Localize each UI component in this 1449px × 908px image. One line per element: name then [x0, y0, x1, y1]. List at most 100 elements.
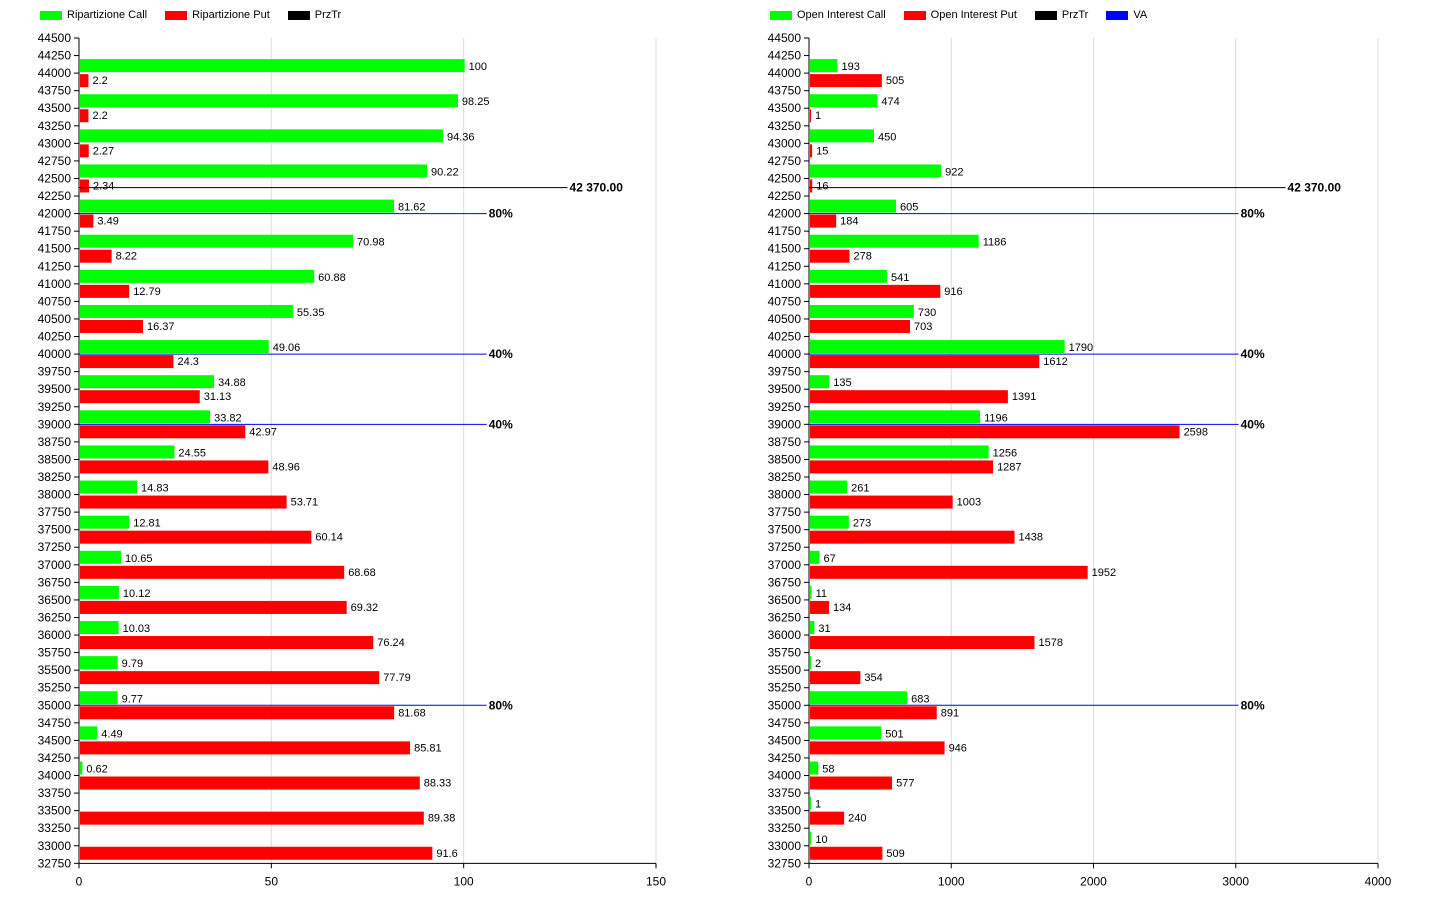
call-bar — [810, 550, 820, 564]
put-bar-label: 8.22 — [116, 251, 137, 263]
reference-line-label: 42 370.00 — [570, 181, 624, 195]
call-bar-label: 58 — [822, 764, 834, 776]
y-tick-label: 32750 — [38, 856, 72, 870]
legend-swatch-prztr — [287, 10, 310, 20]
put-bar — [80, 425, 246, 439]
put-bar — [810, 495, 953, 509]
put-bar — [80, 495, 287, 509]
y-tick-label: 34750 — [768, 716, 802, 730]
x-tick-label: 0 — [76, 874, 83, 888]
put-bar — [810, 706, 937, 720]
legend-item-prztr[interactable]: PrzTr — [1034, 9, 1088, 21]
call-bar-label: 11 — [816, 588, 827, 600]
put-bar-label: 1003 — [957, 497, 981, 509]
legend-item-ripartizione-call[interactable]: Ripartizione Call — [40, 9, 147, 21]
put-bar-label: 703 — [914, 321, 932, 333]
call-bar — [80, 691, 118, 705]
call-bar — [810, 59, 838, 73]
y-tick-label: 44250 — [768, 49, 802, 63]
left-chart-panel: Ripartizione Call Ripartizione Put PrzTr… — [0, 0, 700, 908]
call-bar — [80, 234, 354, 248]
y-tick-label: 34500 — [38, 733, 72, 747]
put-bar-label: 354 — [864, 672, 882, 684]
y-tick-label: 38750 — [38, 435, 72, 449]
reference-line-label: 40% — [489, 347, 513, 361]
legend-swatch-prztr — [1034, 10, 1057, 20]
call-bar-label: 81.62 — [398, 202, 426, 214]
put-bar-label: 31.13 — [204, 391, 232, 403]
y-tick-label: 43500 — [768, 101, 802, 115]
reference-line-label: 80% — [489, 698, 513, 712]
y-tick-label: 40750 — [768, 294, 802, 308]
put-bar-label: 88.33 — [424, 778, 452, 790]
call-bar-label: 70.98 — [357, 237, 385, 249]
put-bar — [810, 109, 811, 123]
y-tick-label: 40500 — [768, 312, 802, 326]
call-bar-label: 12.81 — [133, 518, 161, 530]
y-tick-label: 33500 — [38, 804, 72, 818]
legend-item-open-interest-put[interactable]: Open Interest Put — [903, 9, 1017, 21]
y-tick-label: 39000 — [38, 417, 72, 431]
put-bar — [810, 390, 1008, 404]
call-bar — [80, 621, 119, 635]
call-bar — [80, 129, 443, 143]
call-bar — [810, 234, 979, 248]
y-tick-label: 35750 — [38, 646, 72, 660]
put-bar-label: 85.81 — [414, 742, 442, 754]
call-bar-label: 2 — [815, 658, 821, 670]
legend-label: Ripartizione Put — [192, 9, 270, 21]
x-tick-label: 4000 — [1365, 874, 1392, 888]
y-tick-label: 42000 — [768, 207, 802, 221]
y-tick-label: 34250 — [38, 751, 72, 765]
call-bar-label: 474 — [881, 96, 899, 108]
reference-line-label: 80% — [1241, 698, 1265, 712]
call-bar-label: 1 — [815, 799, 821, 811]
put-bar-label: 42.97 — [249, 426, 277, 438]
legend-label: Open Interest Call — [797, 9, 886, 21]
call-bar — [80, 269, 315, 283]
y-tick-label: 36250 — [38, 610, 72, 624]
legend-label: PrzTr — [314, 9, 342, 21]
y-tick-label: 35750 — [768, 646, 802, 660]
legend-item-va[interactable]: VA — [1106, 9, 1147, 21]
call-bar-label: 1790 — [1069, 342, 1093, 354]
y-tick-label: 35250 — [38, 681, 72, 695]
call-bar-label: 9.77 — [122, 693, 143, 705]
put-bar — [80, 179, 90, 193]
put-bar — [80, 636, 374, 650]
call-bar-label: 1196 — [984, 412, 1008, 424]
call-bar — [80, 480, 138, 494]
put-bar-label: 1952 — [1092, 567, 1116, 579]
put-bar — [810, 741, 945, 755]
left-legend: Ripartizione Call Ripartizione Put PrzTr — [40, 9, 359, 21]
legend-item-open-interest-call[interactable]: Open Interest Call — [770, 9, 886, 21]
y-tick-label: 42250 — [768, 189, 802, 203]
call-bar — [80, 304, 293, 318]
call-bar-label: 193 — [841, 61, 859, 73]
put-bar — [80, 319, 143, 333]
call-bar-label: 541 — [891, 272, 909, 284]
put-bar-label: 91.6 — [436, 848, 457, 860]
put-bar-label: 1578 — [1038, 637, 1062, 649]
call-bar-label: 67 — [824, 553, 836, 565]
put-bar-label: 278 — [854, 251, 872, 263]
legend-item-prztr[interactable]: PrzTr — [287, 9, 342, 21]
put-bar — [810, 776, 893, 790]
call-bar — [80, 515, 130, 529]
y-tick-label: 39750 — [38, 365, 72, 379]
reference-line-label: 80% — [1241, 207, 1265, 221]
put-bar — [810, 846, 883, 860]
call-bar-label: 4.49 — [101, 728, 122, 740]
y-tick-label: 42250 — [38, 189, 72, 203]
legend-item-ripartizione-put[interactable]: Ripartizione Put — [165, 9, 270, 21]
y-tick-label: 39250 — [768, 400, 802, 414]
y-tick-label: 33000 — [38, 839, 72, 853]
put-bar-label: 16 — [816, 180, 828, 192]
y-tick-label: 38500 — [768, 452, 802, 466]
call-bar — [810, 691, 908, 705]
legend-label: Open Interest Put — [930, 9, 1017, 21]
y-tick-label: 40750 — [38, 294, 72, 308]
y-tick-label: 44000 — [38, 66, 72, 80]
x-tick-label: 0 — [806, 874, 813, 888]
call-bar-label: 1256 — [993, 447, 1017, 459]
